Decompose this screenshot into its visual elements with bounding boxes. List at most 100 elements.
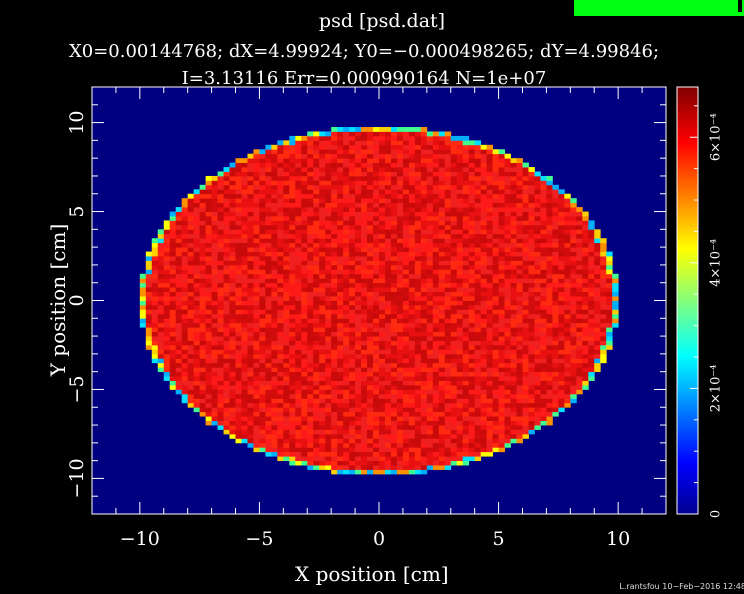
heatmap-cell: [259, 371, 266, 377]
heatmap-cell: [402, 296, 410, 301]
heatmap-cell: [223, 313, 230, 319]
heatmap-cell: [564, 207, 571, 212]
heatmap-cell: [432, 175, 440, 181]
heatmap-cell: [205, 407, 212, 413]
heatmap-cell: [480, 149, 488, 155]
heatmap-cell: [313, 309, 320, 315]
heatmap-cell: [426, 256, 434, 261]
heatmap-cell: [384, 260, 392, 266]
heatmap-cell: [205, 269, 212, 275]
heatmap-cell: [145, 322, 153, 328]
heatmap-cell: [414, 198, 422, 204]
heatmap-cell: [331, 291, 338, 297]
heatmap-cell: [235, 358, 242, 364]
heatmap-cell: [271, 242, 278, 248]
heatmap-cell: [516, 380, 523, 386]
heatmap-cell: [438, 353, 446, 359]
heatmap-cell: [235, 362, 242, 368]
heatmap-cell: [588, 376, 595, 381]
heatmap-cell: [576, 358, 583, 364]
heatmap-cell: [396, 465, 404, 470]
heatmap-cell: [289, 180, 296, 186]
heatmap-cell: [355, 411, 362, 417]
heatmap-cell: [558, 211, 565, 217]
heatmap-cell: [229, 416, 236, 421]
heatmap-cell: [498, 300, 505, 306]
heatmap-cell: [145, 300, 153, 306]
heatmap-cell: [349, 144, 356, 150]
heatmap-cell: [193, 367, 201, 373]
heatmap-cell: [373, 229, 380, 235]
heatmap-cell: [169, 331, 177, 337]
heatmap-cell: [313, 447, 320, 453]
heatmap-cell: [390, 242, 398, 248]
heatmap-cell: [606, 313, 613, 319]
heatmap-cell: [456, 198, 464, 204]
heatmap-cell: [438, 447, 446, 453]
heatmap-cell: [516, 158, 523, 164]
heatmap-cell: [223, 202, 230, 208]
heatmap-cell: [217, 411, 224, 417]
heatmap-cell: [588, 233, 595, 239]
heatmap-cell: [229, 420, 236, 426]
heatmap-cell: [570, 273, 577, 279]
heatmap-cell: [402, 215, 410, 221]
heatmap-cell: [271, 309, 278, 315]
heatmap-cell: [373, 340, 380, 346]
heatmap-cell: [223, 398, 230, 404]
heatmap-cell: [462, 353, 470, 359]
heatmap-cell: [390, 411, 398, 417]
heatmap-cell: [331, 411, 338, 417]
heatmap-cell: [301, 389, 308, 395]
heatmap-cell: [414, 144, 422, 150]
heatmap-cell: [247, 344, 254, 350]
heatmap-cell: [438, 247, 446, 252]
heatmap-cell: [253, 420, 260, 426]
heatmap-cell: [379, 393, 386, 399]
heatmap-cell: [355, 296, 362, 301]
heatmap-cell: [462, 287, 470, 293]
heatmap-cell: [145, 264, 153, 270]
heatmap-cell: [612, 291, 619, 297]
heatmap-cell: [402, 318, 410, 324]
heatmap-cell: [241, 438, 248, 444]
heatmap-cell: [444, 331, 452, 337]
heatmap-cell: [175, 273, 183, 279]
heatmap-cell: [271, 189, 278, 195]
heatmap-cell: [444, 153, 452, 159]
heatmap-cell: [169, 380, 177, 386]
heatmap-cell: [289, 207, 296, 212]
heatmap-cell: [486, 389, 494, 395]
heatmap-cell: [558, 207, 565, 212]
heatmap-cell: [462, 251, 470, 257]
heatmap-cell: [444, 140, 452, 146]
heatmap-cell: [331, 127, 338, 132]
heatmap-cell: [402, 353, 410, 359]
heatmap-cell: [408, 144, 416, 150]
heatmap-cell: [301, 247, 308, 252]
heatmap-cell: [384, 202, 392, 208]
heatmap-cell: [295, 340, 302, 346]
heatmap-cell: [247, 385, 254, 390]
heatmap-cell: [367, 269, 374, 275]
heatmap-cell: [516, 224, 523, 230]
x-tick-label: 0: [373, 528, 385, 550]
heatmap-cell: [175, 367, 183, 373]
heatmap-cell: [163, 300, 171, 306]
heatmap-cell: [253, 358, 260, 364]
heatmap-cell: [205, 327, 212, 333]
heatmap-cell: [289, 300, 296, 306]
heatmap-cell: [384, 144, 392, 150]
heatmap-cell: [564, 380, 571, 386]
heatmap-cell: [426, 193, 434, 199]
heatmap-cell: [223, 425, 230, 430]
heatmap-cell: [343, 233, 350, 239]
heatmap-cell: [325, 322, 332, 328]
heatmap-cell: [193, 193, 201, 199]
heatmap-cell: [229, 304, 236, 310]
heatmap-cell: [307, 135, 314, 141]
heatmap-cell: [558, 269, 565, 275]
heatmap-cell: [438, 198, 446, 204]
heatmap-cell: [193, 349, 201, 355]
heatmap-cell: [217, 193, 224, 199]
